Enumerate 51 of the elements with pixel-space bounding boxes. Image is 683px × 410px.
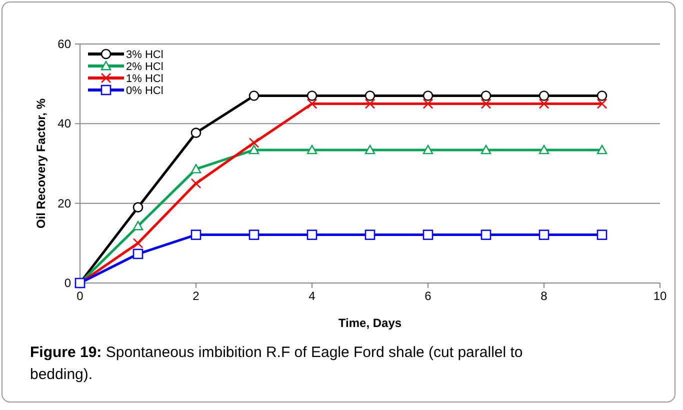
y-tick-label: 0	[64, 276, 72, 290]
y-axis-title: Oil Recovery Factor, %	[34, 98, 48, 229]
point	[306, 90, 318, 101]
legend-label: 3% HCl	[126, 49, 164, 61]
point	[480, 98, 492, 109]
legend-label: 0% HCl	[126, 85, 164, 97]
point	[538, 90, 550, 101]
point	[596, 230, 608, 240]
point	[190, 128, 202, 138]
point	[480, 90, 492, 101]
legend-label: 1% HCl	[126, 73, 164, 85]
point	[132, 248, 144, 260]
point	[596, 98, 608, 109]
x-tick-label: 10	[653, 289, 667, 303]
point	[190, 230, 202, 240]
caption: Figure 19: Spontaneous imbibition R.F of Eagle Ford shale (cut parallel to bedding).	[30, 344, 523, 383]
point	[422, 98, 434, 109]
point	[248, 230, 260, 240]
point	[306, 230, 318, 240]
point	[248, 90, 260, 101]
x-tick-label: 8	[540, 289, 548, 303]
x-tick-label: 6	[424, 289, 432, 303]
point	[364, 144, 376, 154]
point	[538, 98, 550, 109]
point	[190, 164, 202, 174]
point	[480, 230, 492, 240]
point	[132, 202, 144, 212]
y-tick-label: 20	[58, 196, 72, 210]
x-tick-label: 4	[308, 289, 316, 303]
point	[364, 98, 376, 109]
x-axis-title: Time, Days	[338, 316, 402, 330]
point	[596, 90, 608, 101]
x-tick-label: 0	[76, 289, 84, 303]
point	[422, 230, 434, 240]
point	[364, 230, 376, 240]
point	[596, 144, 608, 154]
point	[248, 144, 260, 154]
point	[538, 230, 550, 240]
x-tick-label: 2	[192, 289, 200, 303]
point	[480, 144, 492, 154]
y-tick-label: 60	[58, 37, 72, 51]
point	[132, 220, 144, 230]
point	[538, 144, 550, 154]
point	[422, 90, 434, 101]
point	[306, 144, 318, 154]
point	[422, 144, 434, 154]
point	[364, 90, 376, 101]
point	[306, 98, 318, 109]
point	[248, 138, 260, 148]
y-tick-label: 40	[58, 116, 72, 131]
legend-label: 2% HCl	[126, 61, 164, 73]
